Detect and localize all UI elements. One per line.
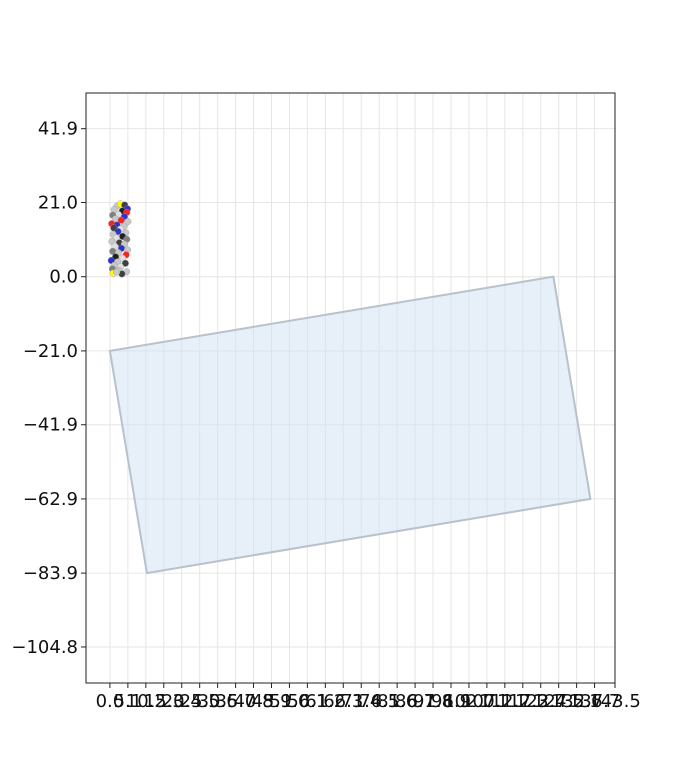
y-tick-labels: 41.9 21.0 0.0 −21.0 −41.9 −62.9 −83.9 −104.8 bbox=[11, 119, 78, 658]
x-tick-label: 5.1 bbox=[114, 691, 143, 712]
x-tick-label: 25.5 bbox=[180, 691, 220, 712]
y-tick-label: −21.0 bbox=[23, 341, 78, 362]
atom-point bbox=[113, 268, 121, 276]
y-tick-label: −41.9 bbox=[23, 415, 78, 436]
x-tick-label: 35.7 bbox=[216, 691, 256, 712]
x-tick-label: 71.4 bbox=[341, 691, 381, 712]
plot-frame bbox=[85, 92, 616, 684]
unit-cell-layer bbox=[108, 275, 592, 575]
x-tick-label: 20.4 bbox=[162, 691, 202, 712]
y-tick-label: −62.9 bbox=[23, 489, 78, 510]
unit-cell-polygon bbox=[108, 275, 592, 575]
y-tick-label: 21.0 bbox=[38, 193, 78, 214]
x-tick-label: 61.2 bbox=[305, 691, 345, 712]
atom-point bbox=[124, 218, 132, 226]
x-tick-label: 127.5 bbox=[533, 691, 585, 712]
x-tick-label: 51.0 bbox=[269, 691, 309, 712]
x-tick-label: 76.5 bbox=[359, 691, 399, 712]
x-tick-label: 66.3 bbox=[323, 691, 363, 712]
y-tick-label: −104.8 bbox=[11, 637, 78, 658]
atom-point bbox=[121, 259, 129, 267]
x-tick-label: 122.4 bbox=[515, 691, 567, 712]
x-tick-label: 0.0 bbox=[96, 691, 125, 712]
x-tick-labels: 0.05.110.215.320.425.530.635.740.845.951… bbox=[96, 691, 641, 712]
y-tick-label: 41.9 bbox=[38, 119, 78, 140]
x-tick-label: 40.8 bbox=[233, 691, 273, 712]
x-tick-label: 81.6 bbox=[377, 691, 417, 712]
x-tick-label: 86.7 bbox=[395, 691, 435, 712]
x-tick-label: 137.7 bbox=[569, 691, 621, 712]
x-tick-label: 112.2 bbox=[479, 691, 531, 712]
tick-marks bbox=[81, 128, 616, 688]
y-tick-label: 0.0 bbox=[49, 267, 78, 288]
x-tick-label: 56.1 bbox=[287, 691, 327, 712]
atom-point bbox=[117, 216, 125, 224]
x-tick-label: 10.2 bbox=[126, 691, 166, 712]
x-tick-label: 102.0 bbox=[443, 691, 495, 712]
x-tick-label: 30.6 bbox=[198, 691, 238, 712]
atom-points bbox=[107, 200, 132, 278]
x-tick-label: 45.9 bbox=[251, 691, 291, 712]
x-tick-label: 91.8 bbox=[413, 691, 453, 712]
x-tick-label: 117.3 bbox=[497, 691, 549, 712]
x-tick-label: 107.1 bbox=[461, 691, 513, 712]
x-tick-label: 132.6 bbox=[551, 691, 603, 712]
y-tick-label: −83.9 bbox=[23, 563, 78, 584]
x-tick-label: 96.9 bbox=[431, 691, 471, 712]
x-tick-label: 15.3 bbox=[144, 691, 184, 712]
x-tick-label: 143.5 bbox=[589, 691, 641, 712]
